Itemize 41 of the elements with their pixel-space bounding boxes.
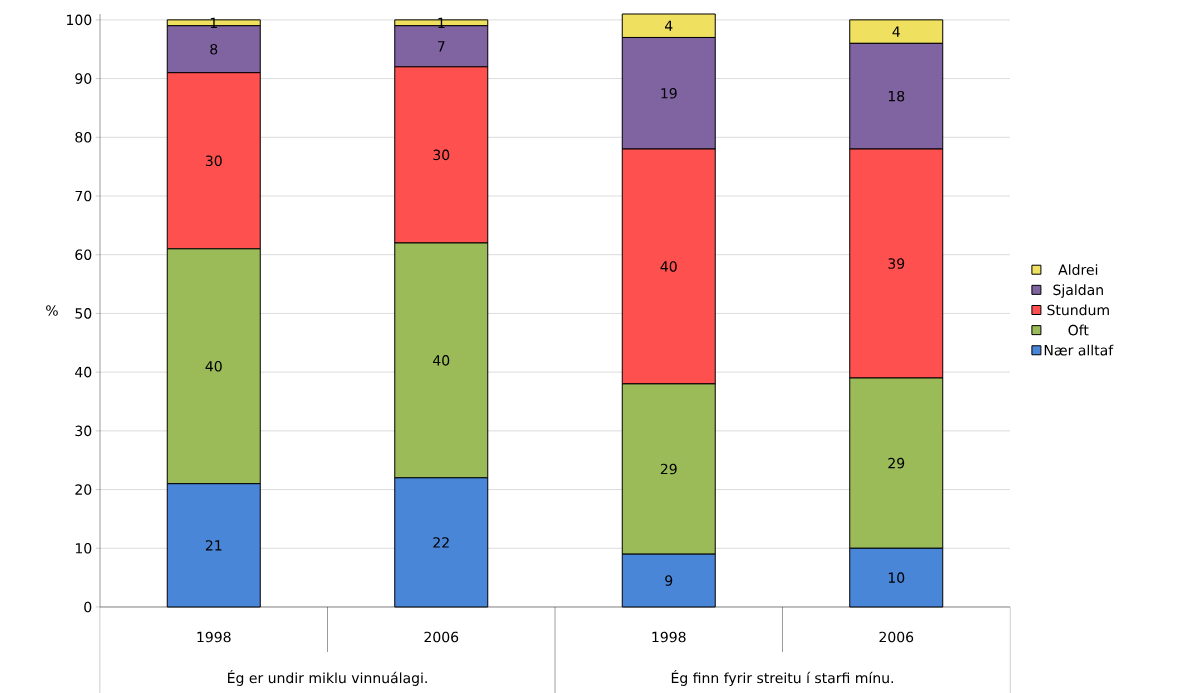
legend-label: Aldrei [1058,264,1098,275]
y-tick-label: 0 [84,601,92,613]
data-label: 7 [437,41,445,52]
x-tick-label: 1998 [652,631,686,643]
data-label: 19 [661,87,677,99]
y-tick-label: 90 [75,73,92,84]
y-tick-label: 70 [75,190,92,202]
y-tick-label: 30 [75,425,92,437]
data-label: 21 [205,540,222,551]
legend-label: Stundum [1047,304,1109,316]
text: Ég er undir miklu vinnuálagi. [228,670,427,686]
data-label: 40 [660,261,677,272]
y-tick-label: 100 [67,14,92,26]
y-tick-label: 60 [75,249,92,261]
legend-label: Oft [1068,324,1089,336]
y-tick-label: 10 [75,542,92,554]
data-label: 30 [205,155,222,167]
x-tick-label: 2006 [424,631,459,643]
data-label: 4 [892,26,900,37]
data-label: 22 [433,537,449,548]
data-label: 40 [205,360,222,372]
data-label: 4 [664,20,673,31]
data-label: 40 [433,355,450,366]
data-label: 29 [888,457,905,469]
data-label: 10 [888,572,905,583]
data-label: 18 [888,90,905,102]
data-label: 9 [665,575,673,586]
data-label: 30 [433,149,450,161]
y-axis-title: % [46,305,58,316]
y-tick-label: 50 [75,308,92,319]
y-tick-label: 80 [75,131,92,143]
y-tick-label: 20 [75,484,92,495]
legend-label: Nær alltaf [1044,344,1114,356]
data-label: 39 [888,258,905,269]
data-label: 8 [210,43,218,55]
x-tick-label: 1998 [197,631,231,643]
text: Ég finn fyrir streitu í starfi mínu. [671,670,893,686]
y-tick-label: 40 [75,366,92,378]
data-label: 29 [660,463,677,475]
x-tick-label: 2006 [879,631,914,643]
legend-label: Sjaldan [1053,284,1103,298]
